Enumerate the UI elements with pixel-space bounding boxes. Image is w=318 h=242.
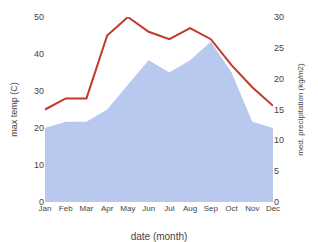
svg-text:Feb: Feb (59, 204, 73, 213)
svg-text:30: 30 (274, 12, 284, 22)
svg-text:Apr: Apr (101, 204, 114, 213)
svg-text:Jun: Jun (142, 204, 155, 213)
svg-text:med. precipitation (kg/m2): med. precipitation (kg/m2) (296, 63, 305, 156)
svg-text:50: 50 (34, 12, 44, 22)
svg-text:20: 20 (274, 74, 284, 84)
svg-text:date (month): date (month) (131, 231, 188, 242)
svg-text:Aug: Aug (183, 204, 197, 213)
svg-text:25: 25 (274, 43, 284, 53)
svg-text:Nov: Nov (245, 204, 259, 213)
svg-text:10: 10 (34, 160, 44, 170)
svg-text:Jan: Jan (39, 204, 52, 213)
svg-text:May: May (120, 204, 135, 213)
svg-text:40: 40 (34, 49, 44, 59)
svg-text:Oct: Oct (225, 204, 238, 213)
svg-text:5: 5 (274, 166, 279, 176)
svg-text:Sep: Sep (204, 204, 219, 213)
svg-text:Dec: Dec (266, 204, 280, 213)
svg-text:Jul: Jul (164, 204, 174, 213)
svg-text:0: 0 (39, 197, 44, 207)
svg-text:0: 0 (274, 197, 279, 207)
svg-text:15: 15 (274, 105, 284, 115)
svg-text:Mar: Mar (80, 204, 94, 213)
svg-text:10: 10 (274, 135, 284, 145)
svg-text:30: 30 (34, 86, 44, 96)
svg-text:20: 20 (34, 123, 44, 133)
svg-text:max temp (C): max temp (C) (9, 82, 19, 137)
